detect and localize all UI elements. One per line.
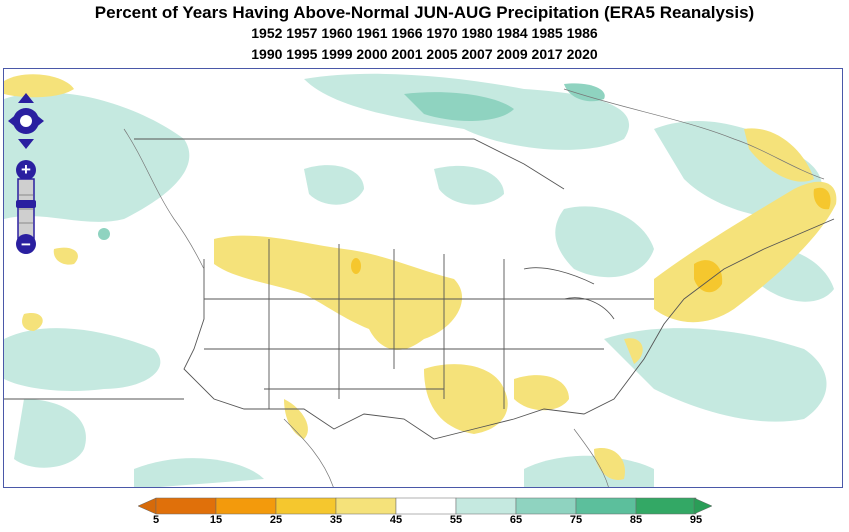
pan-arrows-icon (8, 93, 44, 149)
map-title: Percent of Years Having Above-Normal JUN… (94, 3, 755, 22)
colorbar-tick-label: 35 (329, 514, 343, 526)
colorbar-tick-label: 25 (269, 514, 283, 526)
colorbar-left-arrow (138, 497, 157, 515)
zoom-control (15, 159, 37, 255)
color-legend-bar (138, 497, 712, 515)
zoom-in-button[interactable]: + (21, 160, 31, 179)
colorbar-tick-label: 75 (569, 514, 583, 526)
boundaries (4, 138, 835, 440)
coastlines (123, 88, 825, 487)
zoom-out-button[interactable]: − (21, 235, 31, 254)
map-canvas (4, 73, 837, 487)
colorbar-right-arrow (693, 497, 712, 515)
colorbar-tick-label: 95 (689, 514, 703, 526)
colorbar-cell (515, 497, 577, 515)
precipitation-map[interactable]: + − (3, 68, 843, 488)
pan-control[interactable] (6, 91, 46, 151)
colorbar-tick-label: 15 (209, 514, 223, 526)
colorbar-cell (215, 497, 277, 515)
zoom-slider-handle[interactable] (15, 192, 37, 204)
colorbar-tick-label: 45 (389, 514, 403, 526)
colorbar-tick-label: 65 (509, 514, 523, 526)
colorbar-cell (455, 497, 517, 515)
colorbar-tick-label: 85 (629, 514, 643, 526)
above-normal-shading-strong (98, 83, 605, 240)
colorbar-cell (275, 497, 337, 515)
colorbar-cell (575, 497, 637, 515)
years-list-line2: 1990 1995 1999 2000 2001 2005 2007 2009 … (251, 46, 598, 62)
years-list-line1: 1952 1957 1960 1961 1966 1970 1980 1984 … (251, 25, 598, 41)
colorbar-cells (155, 497, 697, 515)
colorbar-tick-label: 55 (449, 514, 463, 526)
below-normal-shading-strong (351, 187, 831, 293)
colorbar-cell (335, 497, 397, 515)
colorbar-cell (155, 497, 217, 515)
colorbar-cell (635, 497, 697, 515)
colorbar-tick-label: 5 (152, 514, 160, 526)
colorbar-cell (395, 497, 457, 515)
